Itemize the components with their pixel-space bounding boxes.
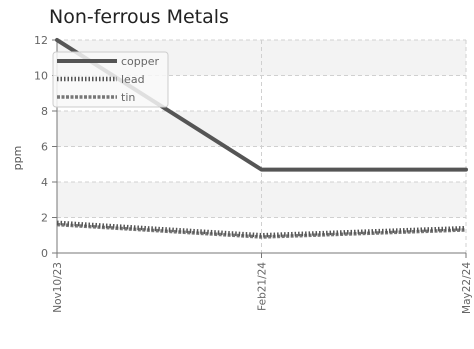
legend-label-copper: copper: [121, 55, 160, 68]
x-tick-label: Feb21/24: [257, 262, 269, 311]
y-tick-labels: 0 2 4 6 8 10 12: [34, 34, 48, 260]
x-tick-labels: Nov10/23 Feb21/24 May22/24: [52, 262, 473, 314]
y-tick-label: 0: [41, 247, 48, 260]
y-tick-label: 2: [41, 212, 48, 225]
x-tick-label: Nov10/23: [52, 262, 64, 313]
x-tick-label: May22/24: [461, 262, 473, 314]
y-tick-label: 12: [34, 34, 48, 47]
legend-label-tin: tin: [121, 91, 135, 104]
y-tick-label: 4: [41, 176, 48, 189]
chart-title: Non-ferrous Metals: [49, 6, 229, 28]
legend-label-lead: lead: [121, 73, 145, 86]
series-line-tin: [56, 222, 467, 239]
y-tick-label: 8: [41, 105, 48, 118]
grid-lines: [57, 39, 467, 253]
y-tick-label: 6: [41, 141, 48, 154]
legend: copper lead tin: [52, 51, 169, 108]
y-tick-label: 10: [34, 70, 48, 83]
y-axis-label: ppm: [11, 146, 24, 171]
